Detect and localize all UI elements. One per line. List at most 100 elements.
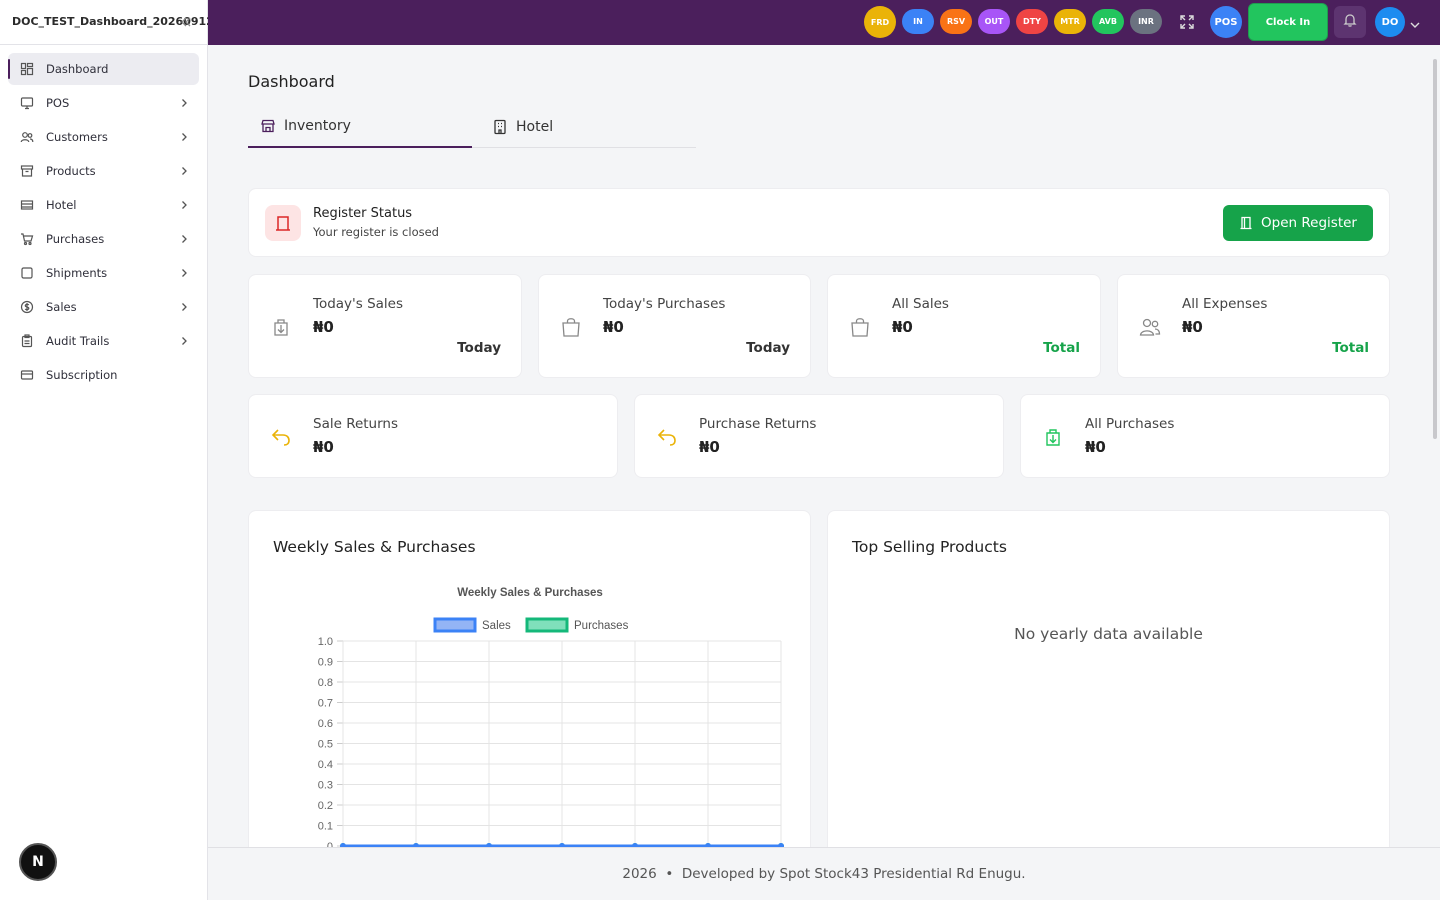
sidebar-item-label: POS [46,96,70,110]
weekly-chart: Weekly Sales & Purchases Sales Purchases 1.… [318,587,784,847]
sidebar-item-customers[interactable]: Customers [8,121,199,153]
legend-label: Purchases [574,620,629,632]
page-title: Dashboard [248,72,335,91]
pill-label: INR [1138,17,1154,26]
status-pill-frd[interactable]: FRD [864,6,896,38]
y-tick-label: 0.1 [318,821,333,833]
door-icon [1240,216,1252,230]
status-pill-inr[interactable]: INR [1130,9,1162,34]
register-status-card: Register Status Your register is closed … [248,188,1390,257]
sidebar-item-subscription[interactable]: Subscription [8,359,199,391]
shopping-bag-icon [851,318,869,337]
stat-value: ₦0 [699,438,720,456]
stat-period: Total [1332,340,1369,356]
register-door-icon [265,205,301,241]
sidebar-item-dashboard[interactable]: Dashboard [8,53,199,85]
fullscreen-icon[interactable] [1178,13,1196,31]
sidebar-item-shipments[interactable]: Shipments [8,257,199,289]
sidebar-item-purchases[interactable]: Purchases [8,223,199,255]
data-point [413,843,419,847]
panel-title: Top Selling Products [852,538,1007,556]
data-point [632,843,638,847]
status-pill-rsv[interactable]: RSV [940,9,972,34]
stat-label: All Sales [892,296,949,312]
sidebar-item-label: Hotel [46,198,77,212]
dashboard-tabs: Inventory Hotel [248,105,696,148]
status-pill-mtr[interactable]: MTR [1054,9,1086,34]
tab-hotel[interactable]: Hotel [492,105,696,148]
sidebar-item-label: Shipments [46,266,108,280]
legend-swatch [433,617,477,633]
hotel-icon [20,198,34,212]
brand-header: DOC_TEST_Dashboard_20260912175613 [0,0,260,45]
top-selling-panel: Top Selling Products No yearly data avai… [827,510,1390,847]
users-icon [1139,318,1161,336]
status-pill-dty[interactable]: DTY [1016,9,1048,34]
sidebar-item-hotel[interactable]: Hotel [8,189,199,221]
next-dev-badge[interactable]: N [19,843,57,881]
notifications-button[interactable] [1334,6,1366,38]
open-register-button[interactable]: Open Register [1223,205,1373,241]
square-icon [20,266,34,280]
status-pill-out[interactable]: OUT [978,9,1010,34]
sidebar: DOC_TEST_Dashboard_20260912175613 Dashbo… [0,0,260,900]
download-box-icon [1046,429,1060,446]
sidebar-item-audit-trails[interactable]: Audit Trails [8,325,199,357]
chevron-right-icon [179,336,189,346]
y-tick-label: 0.8 [318,677,333,689]
scrollbar[interactable] [1430,45,1440,847]
pill-label: IN [913,17,923,26]
collapse-sidebar-icon[interactable] [177,13,195,31]
return-arrow-icon [657,429,676,446]
tab-inventory[interactable]: Inventory [248,105,472,148]
sidebar-item-label: Products [46,164,96,178]
footer: 2026 • Developed by Spot Stock43 Preside… [208,847,1440,900]
stat-card-sale-returns: Sale Returns ₦0 [248,394,618,478]
y-tick-label: 0.4 [318,759,333,771]
stat-card-all-purchases: All Purchases ₦0 [1020,394,1390,478]
chevron-right-icon [179,166,189,176]
building-icon [494,119,506,134]
card-icon [20,368,34,382]
main-content: Dashboard Inventory Hotel Register Statu… [208,45,1430,847]
pill-label: AVB [1099,17,1117,26]
sidebar-item-label: Audit Trails [46,334,110,348]
data-point [559,843,565,847]
clock-in-button[interactable]: Clock In [1248,3,1328,41]
y-tick-label: 1.0 [318,636,333,648]
scroll-thumb[interactable] [1433,59,1437,439]
stat-value: ₦0 [1182,318,1203,336]
stat-period: Today [746,340,790,356]
y-tick-label: 0.5 [318,739,333,751]
data-point [778,843,784,847]
status-pill-in[interactable]: IN [902,9,934,34]
stat-card-todays-sales: Today's Sales ₦0 Today [248,274,522,378]
stat-value: ₦0 [313,438,334,456]
chevron-right-icon [179,132,189,142]
status-pill-avb[interactable]: AVB [1092,9,1124,34]
stat-label: Today's Purchases [603,296,726,312]
y-tick-label: 0.2 [318,800,333,812]
return-arrow-icon [271,429,290,446]
sidebar-item-label: Subscription [46,368,118,382]
clipboard-icon [20,334,34,348]
avatar[interactable]: DO [1375,7,1405,37]
y-tick-label: 0.3 [318,780,333,792]
pill-label: FRD [870,17,890,27]
stat-value: ₦0 [892,318,913,336]
panel-title: Weekly Sales & Purchases [273,538,476,556]
sidebar-item-pos[interactable]: POS [8,87,199,119]
users-icon [20,130,34,144]
chevron-right-icon [179,234,189,244]
chart-title: Weekly Sales & Purchases [457,587,603,599]
chevron-down-icon[interactable] [1409,16,1421,28]
sidebar-item-products[interactable]: Products [8,155,199,187]
dollar-icon [20,300,34,314]
bell-icon [1342,12,1358,32]
tab-label: Hotel [516,118,554,135]
sidebar-item-sales[interactable]: Sales [8,291,199,323]
legend-label: Sales [482,620,511,632]
pos-button[interactable]: POS [1210,6,1242,38]
dashboard-icon [20,62,34,76]
stat-period: Today [457,340,501,356]
